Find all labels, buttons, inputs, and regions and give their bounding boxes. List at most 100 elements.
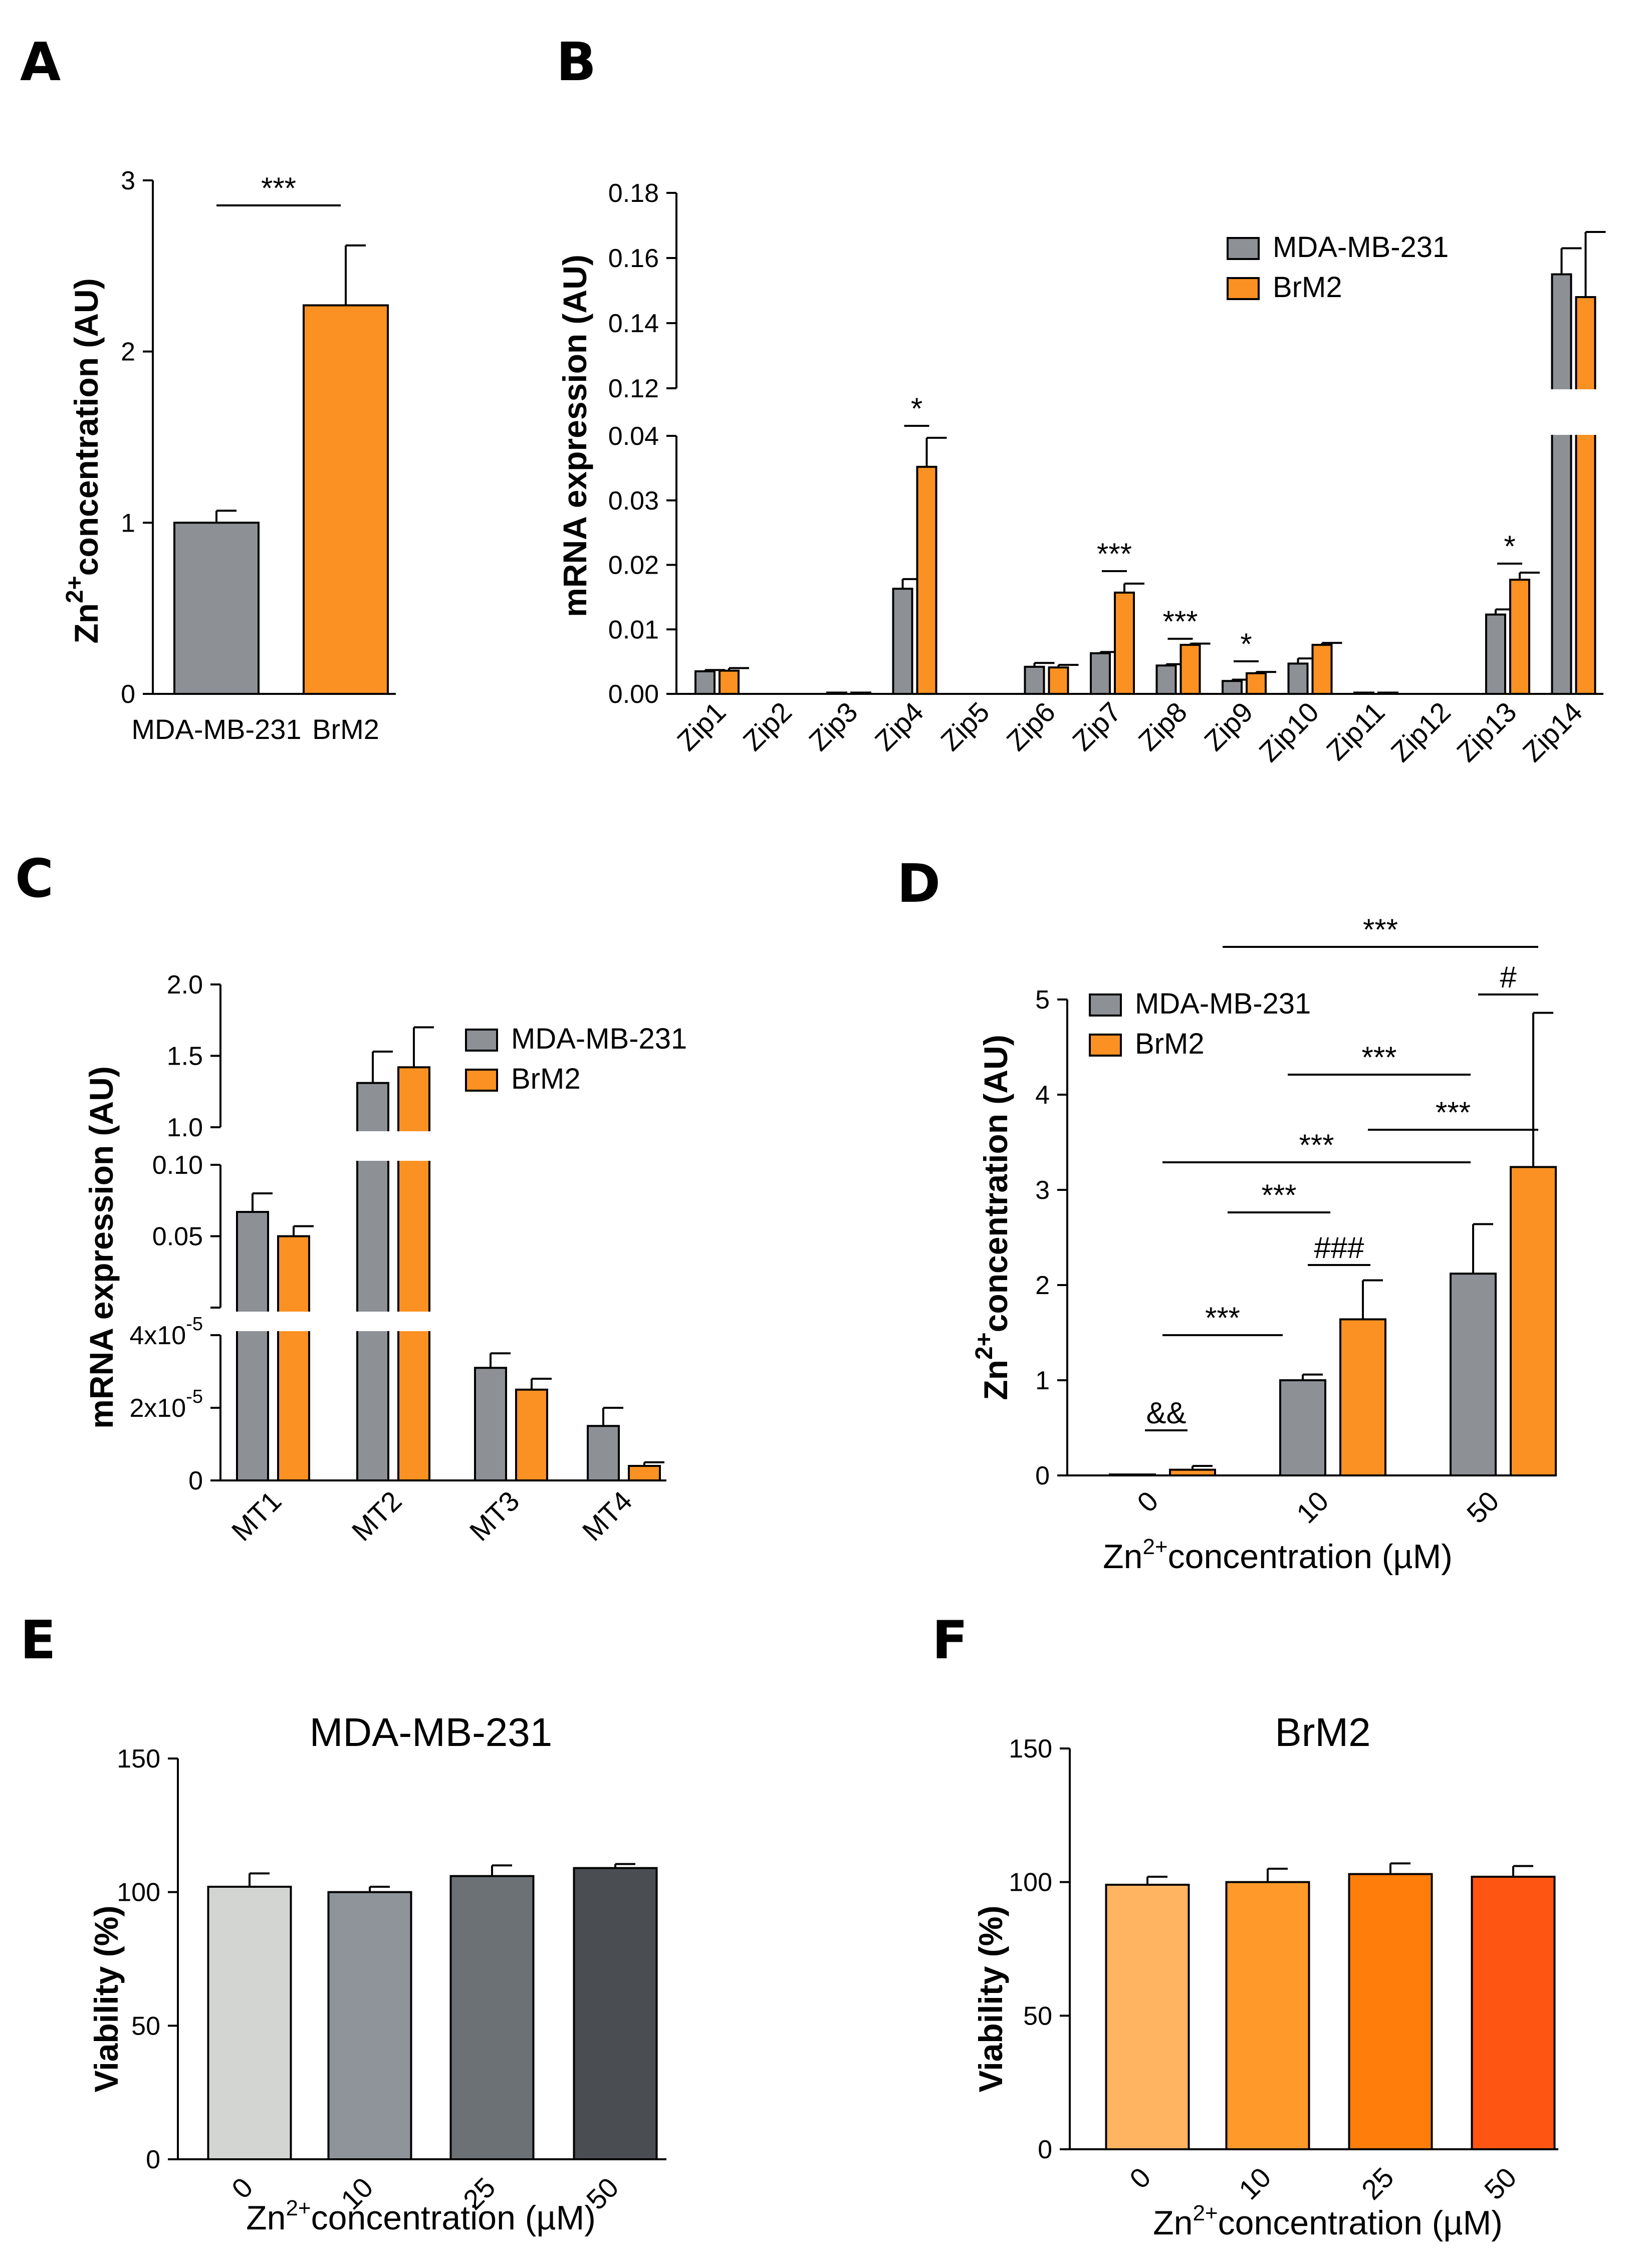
bar-zip13-mda-mb-231 [1485,613,1506,695]
significance-d-3: *** [1436,1096,1471,1129]
y-tick-label: 3 [1035,1176,1050,1205]
bar-zip10-mda-mb-231 [1287,662,1309,695]
panel-e-ylabel: Viability (%) [88,1906,125,2093]
bar-brm2 [303,304,389,695]
bar-50 [1471,1876,1556,2150]
category-label-zip4: Zip4 [868,696,929,757]
category-label-zip2: Zip2 [737,696,798,757]
panel-c-ylabel: mRNA expression (AU) [83,1066,120,1429]
y-tick-label: 0.10 [152,1151,203,1180]
bar-50-brm2 [1510,1166,1557,1476]
panel-d-xlabel: Zn2+concentration (µM) [1103,1535,1453,1576]
y-tick-label: 100 [117,1878,160,1907]
significance-b-0: * [911,392,922,425]
legend-swatch-mda [465,1029,498,1052]
significance-d-6: ### [1314,1231,1364,1265]
bar-zip1-brm2 [719,669,740,695]
bar-zip8-mda-mb-231 [1155,664,1177,695]
y-tick-label: 1 [1035,1366,1050,1395]
bar-10-brm2 [1339,1318,1386,1476]
legend-label-mda: MDA-MB-231 [511,1023,687,1055]
bar-zip9-mda-mb-231 [1222,680,1243,695]
y-tick-label: 50 [1023,2001,1052,2031]
bar-zip14-upper [1575,296,1596,399]
category-label-zip1: Zip1 [671,696,732,757]
category-label-0: 0 [1131,1485,1164,1519]
bar-10-mda-mb-231 [1279,1379,1326,1476]
significance-d-1: # [1500,960,1517,994]
y-tick-exp: -5 [186,1314,203,1335]
bar-zip4-mda-mb-231 [892,588,913,695]
bar-25 [1348,1873,1433,2151]
axis-break-gap [354,1131,391,1161]
axis-break-gap [234,1312,271,1331]
y-tick-label: 5 [1035,985,1050,1015]
y-tick-label: 0 [1038,2135,1052,2164]
category-label-10: 10 [1233,2161,1277,2206]
legend-swatch-brm2 [1227,277,1260,300]
y-tick-base: 2x10 [129,1394,186,1423]
bar-0-mda-mb-231 [1109,1473,1156,1477]
bar-10 [327,1891,412,2161]
panel-f-ylabel: Viability (%) [972,1906,1009,2093]
significance-d-2: *** [1361,1041,1396,1074]
bar-50 [573,1867,658,2161]
panel-a-ylabel: Zn2+concentration (AU) [62,278,105,643]
y-tick-label: 0 [121,680,135,709]
bar-mt3 [515,1388,548,1481]
y-tick-label: 0.18 [608,179,659,208]
y-tick-label: 2x10-5 [129,1386,203,1423]
bar-zip14-upper [1551,273,1572,399]
chart-panel-c: mRNA expression (AU) 1.0 1.5 2.0 0.05 0.10 0 2… [83,970,687,1547]
category-label-zip6: Zip6 [1000,696,1061,757]
legend-swatch-brm2 [465,1069,498,1092]
bar-10 [1225,1881,1310,2151]
y-tick-label: 0 [146,2145,160,2174]
significance-d-7: *** [1205,1301,1240,1335]
bar-zip6-mda-mb-231 [1024,665,1045,695]
legend-swatch-brm2 [1089,1034,1122,1057]
y-tick-label: 4 [1035,1081,1050,1110]
category-label-zip13: Zip13 [1451,696,1523,768]
bar-zip14-lower [1575,425,1596,695]
panel-b-ylabel: mRNA expression (AU) [556,255,593,617]
panel-letter-b: B [556,32,596,93]
chart-panel-a: Zn2+concentration (AU) 0 1 2 3 MDA-MB-231 BrM… [62,166,396,745]
bar-zip7-brm2 [1114,591,1135,695]
y-tick-label: 0.05 [152,1222,203,1251]
axis-break-gap [354,1312,391,1331]
bar-zip3-brm2 [850,691,871,695]
bar-zip11-mda-mb-231 [1353,691,1374,695]
y-tick-label: 3 [121,166,135,195]
bar-zip10-brm2 [1311,644,1333,695]
panel-e-title: MDA-MB-231 [310,1710,553,1754]
bar-mt3 [474,1367,507,1481]
category-label-25: 25 [1355,2161,1400,2206]
category-label-50: 50 [1478,2161,1523,2206]
legend-label-mda: MDA-MB-231 [1135,987,1311,1020]
panel-letter-e: E [20,1610,56,1671]
bar-mt1 [236,1211,269,1482]
legend-swatch-mda [1089,993,1122,1017]
panel-letter-c: C [15,848,54,909]
bar-0 [1105,1884,1190,2150]
bar-0-brm2 [1169,1468,1216,1477]
y-tick-label: 2.0 [167,970,203,999]
category-label-zip9: Zip9 [1198,696,1259,757]
category-label: BrM2 [312,713,379,745]
y-tick-label: 0 [188,1466,203,1495]
bar-zip8-brm2 [1179,644,1201,695]
chart-panel-f: BrM2 Viability (%) Zn2+concentration (µM… [972,1710,1558,2242]
bar-zip9-brm2 [1246,672,1267,695]
bar-0 [207,1886,292,2160]
category-label-zip14: Zip14 [1516,696,1588,768]
category-label-zip3: Zip3 [803,696,864,757]
chart-panel-e: MDA-MB-231 Viability (%) Zn2+concentrati… [88,1710,666,2237]
bar-zip1-mda-mb-231 [694,670,716,695]
chart-panel-b: mRNA expression (AU) 0.00 0.01 0.02 0.03 0.0… [556,179,1606,768]
bar-zip4-brm2 [916,465,937,695]
y-tick-label: 1.0 [167,1113,203,1142]
y-tick-label: 150 [1009,1734,1052,1764]
bar-zip14-lower [1551,425,1572,695]
panel-letter-a: A [20,32,61,93]
